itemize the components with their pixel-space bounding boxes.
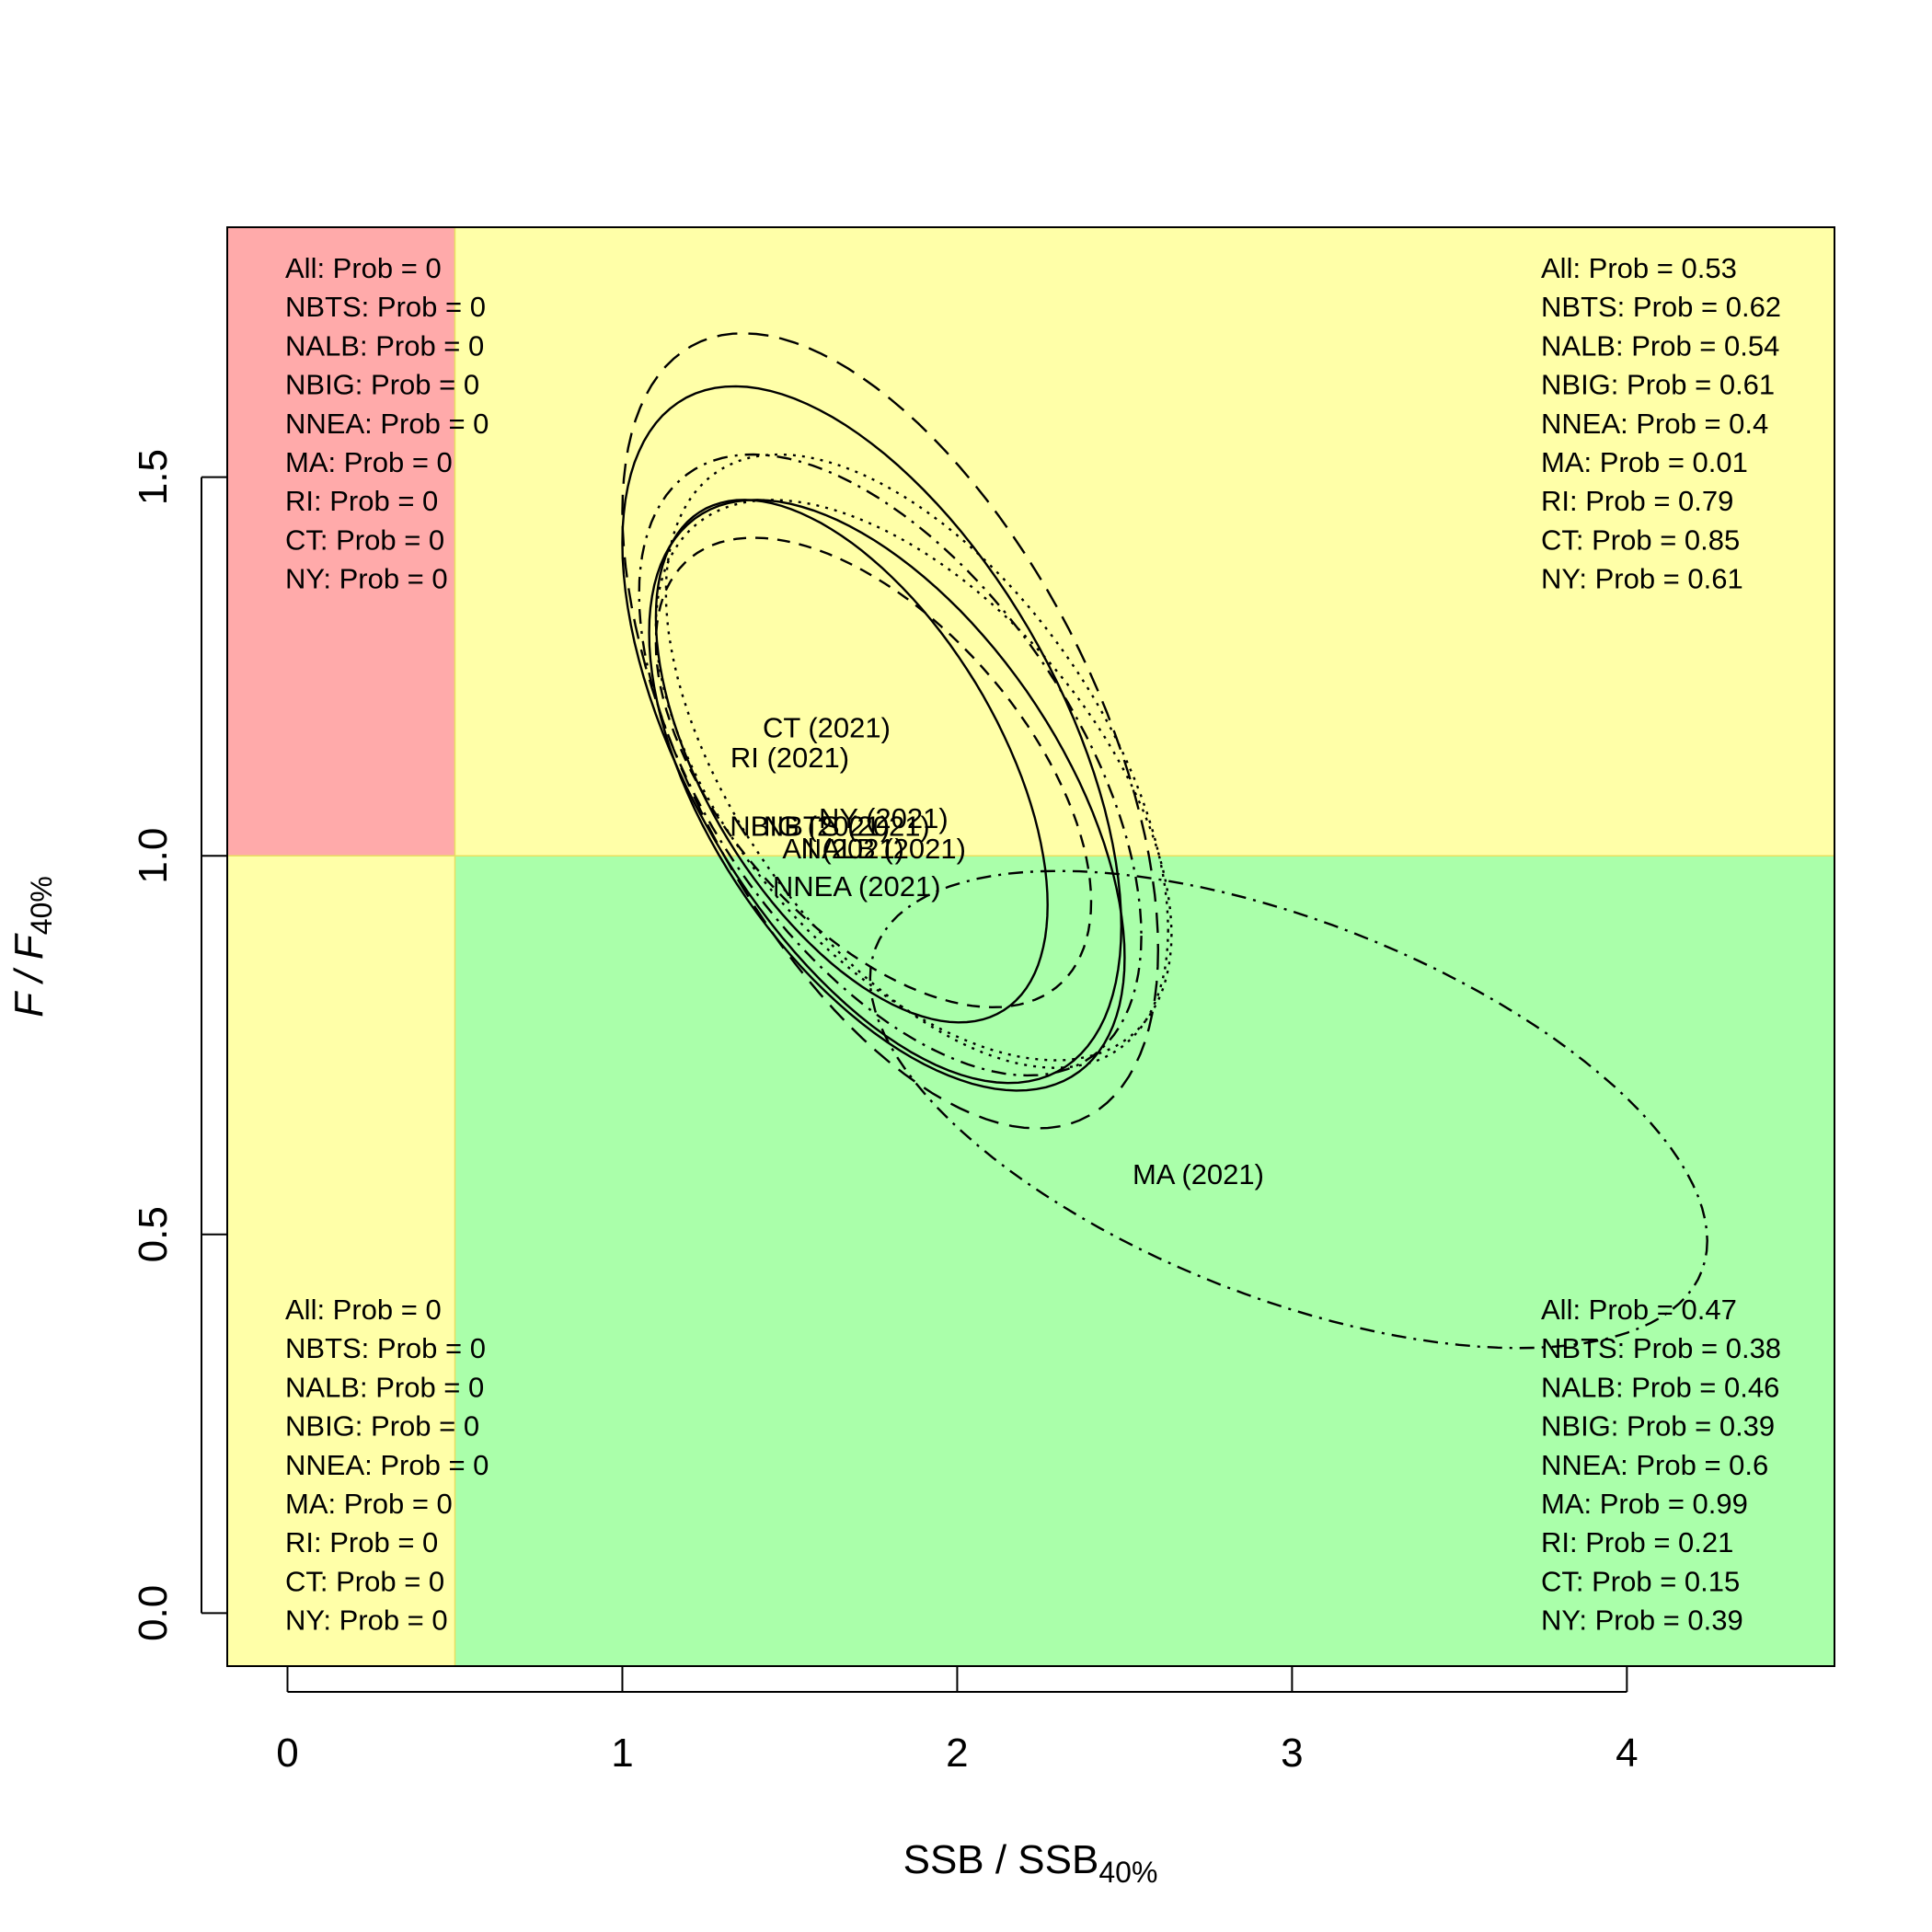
prob-top-right-2: NALB: Prob = 0.54 (1541, 329, 1779, 362)
prob-bottom-right-6: RI: Prob = 0.21 (1541, 1526, 1733, 1558)
prob-bottom-left-1: NBTS: Prob = 0 (285, 1332, 486, 1364)
zone-overfished (227, 856, 455, 1666)
prob-bottom-left-0: All: Prob = 0 (285, 1294, 442, 1326)
prob-bottom-left-5: MA: Prob = 0 (285, 1488, 453, 1520)
zone-healthy (454, 856, 1834, 1666)
prob-bottom-right-4: NNEA: Prob = 0.6 (1541, 1449, 1768, 1481)
zone-overfished-overfishing (227, 227, 455, 857)
prob-top-left-4: NNEA: Prob = 0 (285, 408, 489, 440)
prob-top-right-0: All: Prob = 0.53 (1541, 252, 1737, 284)
prob-bottom-left-2: NALB: Prob = 0 (285, 1371, 484, 1403)
y-tick-label-3: 1.5 (131, 449, 176, 505)
prob-top-left-2: NALB: Prob = 0 (285, 329, 484, 362)
prob-top-right-7: CT: Prob = 0.85 (1541, 523, 1740, 556)
prob-bottom-left-7: CT: Prob = 0 (285, 1565, 444, 1597)
series-label-nbig: NBIG (2021) (730, 810, 890, 842)
y-tick-label-0: 0.0 (131, 1585, 176, 1641)
ellipse-all (648, 499, 1126, 1092)
ellipse-ma (868, 869, 1708, 1350)
prob-bottom-left-8: NY: Prob = 0 (285, 1604, 448, 1637)
x-axis-title: SSB / SSB40% (903, 1837, 1158, 1889)
prob-top-right-5: MA: Prob = 0.01 (1541, 446, 1748, 478)
prob-top-left-6: RI: Prob = 0 (285, 485, 438, 517)
confidence-ellipses (621, 332, 1708, 1350)
prob-top-right-1: NBTS: Prob = 0.62 (1541, 291, 1781, 323)
prob-bottom-left-6: RI: Prob = 0 (285, 1526, 438, 1558)
series-label-ny: NY (2021) (819, 802, 949, 834)
plot-frame (226, 226, 1835, 1667)
x-tick-label-3: 3 (1281, 1731, 1303, 1776)
prob-bottom-right-3: NBIG: Prob = 0.39 (1541, 1410, 1775, 1443)
y-tick-label-1: 0.5 (131, 1206, 176, 1262)
x-tick-label-4: 4 (1616, 1731, 1638, 1776)
prob-bottom-right-1: NBTS: Prob = 0.38 (1541, 1332, 1781, 1364)
prob-bottom-right-7: CT: Prob = 0.15 (1541, 1565, 1740, 1597)
prob-bottom-right-8: NY: Prob = 0.39 (1541, 1604, 1743, 1637)
prob-top-left-1: NBTS: Prob = 0 (285, 291, 486, 323)
prob-bottom-right-2: NALB: Prob = 0.46 (1541, 1371, 1779, 1403)
prob-bottom-left-4: NNEA: Prob = 0 (285, 1449, 489, 1481)
series-label-nalb: NALB (2021) (801, 833, 966, 865)
prob-top-right-4: NNEA: Prob = 0.4 (1541, 408, 1768, 440)
quadrant-probability-text: All: Prob = 0 NBTS: Prob = 0 NALB: Prob = … (285, 252, 1781, 1637)
y-axis-title: F / F40% (6, 876, 58, 1018)
series-label-ma: MA (2021) (1133, 1158, 1264, 1190)
prob-top-right-3: NBIG: Prob = 0.61 (1541, 369, 1775, 401)
status-zones (227, 227, 1834, 1666)
x-axis: 0 1 2 3 4 (276, 1666, 1639, 1776)
prob-top-right-8: NY: Prob = 0.61 (1541, 563, 1743, 595)
y-axis: 0.0 0.5 1.0 1.5 (131, 449, 227, 1641)
x-tick-label-2: 2 (946, 1731, 968, 1776)
series-label-ri: RI (2021) (730, 742, 849, 774)
ellipse-ri (654, 499, 1049, 1024)
prob-top-left-8: NY: Prob = 0 (285, 563, 448, 595)
ellipse-ct (664, 453, 1169, 1069)
series-label-nbts: NBTS (2021) (764, 810, 930, 842)
ellipse-ny (654, 499, 1173, 1062)
prob-bottom-left-3: NBIG: Prob = 0 (285, 1410, 479, 1443)
series-label-nnea: NNEA (2021) (773, 870, 941, 903)
prob-bottom-right-5: MA: Prob = 0.99 (1541, 1488, 1748, 1520)
ellipse-nbts (621, 332, 1160, 1130)
prob-top-right-6: RI: Prob = 0.79 (1541, 485, 1733, 517)
prob-bottom-right-0: All: Prob = 0.47 (1541, 1294, 1737, 1326)
x-tick-label-1: 1 (611, 1731, 633, 1776)
ellipse-nbig (638, 453, 1143, 1077)
series-labels: All (2021)NBTS (2021)NALB (2021)NBIG (20… (730, 711, 1264, 1190)
prob-top-left-3: NBIG: Prob = 0 (285, 369, 479, 401)
prob-top-left-7: CT: Prob = 0 (285, 523, 444, 556)
prob-top-left-0: All: Prob = 0 (285, 252, 442, 284)
x-tick-label-0: 0 (276, 1731, 298, 1776)
prob-top-left-5: MA: Prob = 0 (285, 446, 453, 478)
ellipse-nalb (621, 385, 1123, 1085)
series-label-ct: CT (2021) (763, 711, 891, 743)
y-tick-label-2: 1.0 (131, 828, 176, 884)
series-label-all: All (2021) (782, 833, 904, 865)
